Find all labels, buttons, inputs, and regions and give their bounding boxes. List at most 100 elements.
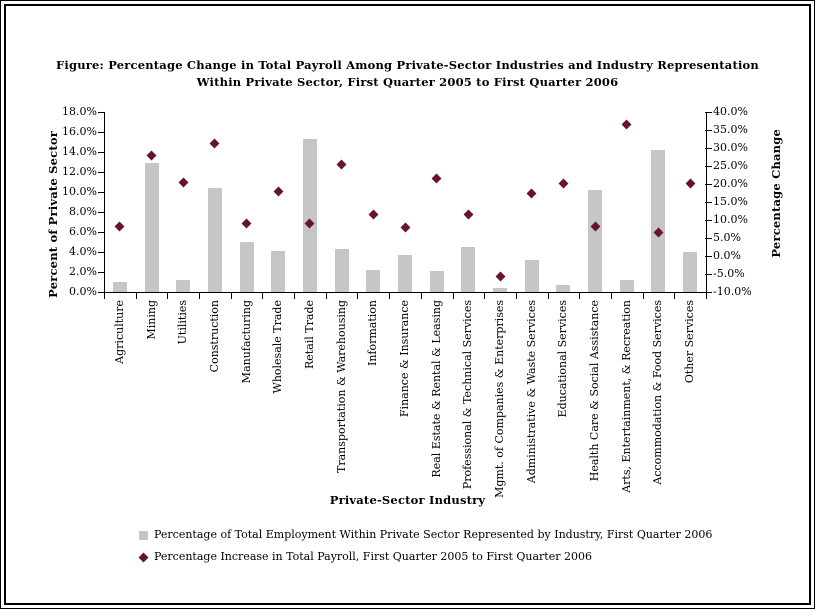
category-label: Utilities — [176, 300, 190, 345]
x-axis-tick — [642, 293, 644, 299]
chart-title-line-2: Within Private Sector, First Quarter 200… — [196, 75, 619, 89]
category-label: Retail Trade — [302, 300, 316, 370]
category-label: Construction — [207, 300, 221, 373]
right-axis-tick-label: 5.0% — [713, 231, 741, 244]
right-axis-tick-label: -5.0% — [713, 267, 745, 280]
left-axis-tick-label: 4.0% — [69, 245, 97, 258]
category-label: Educational Services — [556, 300, 570, 418]
maroon-diamond-legend-icon — [138, 552, 149, 562]
category-label: Wholesale Trade — [271, 300, 285, 394]
x-axis-tick — [706, 293, 707, 299]
right-axis-tick-label: 40.0% — [713, 105, 748, 118]
category-label: Transportation & Warehousing — [334, 300, 348, 473]
category-label: Mining — [144, 300, 158, 340]
right-axis-tick — [705, 202, 712, 203]
category-label: Administrative & Waste Services — [524, 300, 538, 484]
bar-manufacturing — [239, 242, 254, 292]
left-axis-tick-label: 10.0% — [62, 185, 97, 198]
gray-square-legend-icon — [139, 530, 148, 540]
right-axis-tick — [705, 256, 712, 257]
left-axis-tick — [98, 212, 105, 213]
left-axis-tick — [98, 232, 105, 233]
right-axis-title: Percentage Change — [769, 129, 783, 258]
bar-construction — [207, 188, 222, 292]
category-label: Professional & Technical Services — [461, 300, 475, 490]
bar-finance-insurance — [398, 255, 412, 292]
x-axis-tick — [325, 293, 327, 299]
x-axis-tick — [294, 293, 296, 299]
bar-information — [366, 270, 381, 292]
x-axis-tick — [230, 293, 232, 299]
x-axis-tick — [389, 293, 391, 299]
right-axis-tick — [705, 130, 712, 131]
right-axis-tick — [705, 292, 712, 293]
bar-administrative-waste-services — [524, 260, 539, 292]
bar-other-services — [683, 252, 698, 292]
x-axis-tick — [515, 293, 517, 299]
bar-arts-entertainment-recreation — [619, 280, 634, 292]
x-axis-tick — [262, 293, 264, 299]
right-axis-tick-label: -10.0% — [713, 285, 752, 298]
x-axis-tick — [484, 293, 486, 299]
bar-health-care-social-assistance — [588, 190, 603, 292]
right-axis-tick — [705, 148, 712, 149]
left-axis-line — [104, 112, 105, 293]
x-axis-tick — [199, 293, 201, 299]
x-axis-tick — [135, 293, 137, 299]
right-axis-tick — [705, 238, 712, 239]
left-axis-tick — [98, 252, 105, 253]
right-axis-tick — [705, 166, 712, 167]
right-axis-tick-label: 35.0% — [713, 123, 748, 136]
category-label: Arts, Entertainment, & Recreation — [619, 300, 633, 493]
right-axis-tick — [705, 220, 712, 221]
legend-label: Percentage of Total Employment Within Pr… — [154, 528, 713, 541]
right-axis-tick-label: 20.0% — [713, 177, 748, 190]
right-axis-tick-label: 0.0% — [713, 249, 741, 262]
x-axis-tick — [579, 293, 581, 299]
right-axis-tick-label: 10.0% — [713, 213, 748, 226]
left-axis-tick-label: 18.0% — [62, 105, 97, 118]
left-axis-tick-label: 14.0% — [62, 145, 97, 158]
x-axis-tick — [674, 293, 676, 299]
left-axis-tick-label: 6.0% — [69, 225, 97, 238]
bar-retail-trade — [302, 139, 317, 292]
left-axis-tick — [98, 152, 105, 153]
category-label: Other Services — [683, 300, 697, 384]
x-axis-title: Private-Sector Industry — [329, 493, 486, 507]
left-axis-tick — [98, 292, 105, 293]
category-label: Accommodation & Food Services — [651, 300, 665, 485]
left-axis-tick-label: 0.0% — [69, 285, 97, 298]
bar-accommodation-food-services — [651, 150, 666, 292]
bar-wholesale-trade — [271, 251, 286, 292]
left-axis-tick-label: 8.0% — [69, 205, 97, 218]
bar-mining — [144, 163, 159, 292]
x-axis-tick — [104, 293, 105, 299]
x-axis-tick — [547, 293, 549, 299]
bar-utilities — [176, 280, 191, 292]
right-axis-tick — [705, 112, 712, 113]
right-axis-tick — [705, 274, 712, 275]
bar-educational-services — [556, 285, 571, 292]
category-label: Agriculture — [112, 300, 126, 364]
left-axis-tick-label: 12.0% — [62, 165, 97, 178]
left-axis-tick-label: 2.0% — [69, 265, 97, 278]
bar-mgmt-of-companies-enterprises — [493, 288, 508, 292]
category-label: Mgmt. of Companies & Enterprises — [493, 300, 507, 498]
right-axis-tick-label: 30.0% — [713, 141, 748, 154]
category-label: Finance & Insurance — [398, 300, 411, 418]
legend-item-employment: Percentage of Total Employment Within Pr… — [139, 528, 712, 542]
right-axis-tick-label: 15.0% — [713, 195, 748, 208]
chart-title-line-1: Figure: Percentage Change in Total Payro… — [56, 58, 759, 72]
x-axis-tick — [357, 293, 359, 299]
bar-transportation-warehousing — [334, 249, 349, 292]
x-axis-tick — [420, 293, 422, 299]
left-axis-tick — [98, 192, 105, 193]
category-label: Manufacturing — [239, 300, 253, 384]
right-axis-tick-label: 25.0% — [713, 159, 748, 172]
category-label: Real Estate & Rental & Leasing — [429, 300, 443, 478]
x-axis-tick — [167, 293, 169, 299]
chart-frame-border — [4, 4, 811, 605]
bar-agriculture — [112, 282, 127, 292]
bar-real-estate-rental-leasing — [429, 271, 444, 292]
